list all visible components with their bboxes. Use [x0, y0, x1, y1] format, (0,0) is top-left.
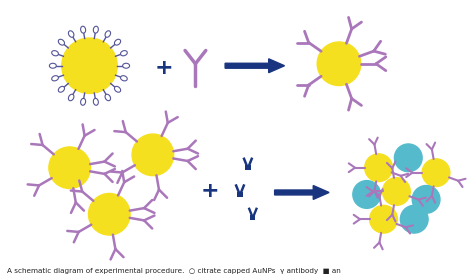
Ellipse shape: [120, 51, 127, 56]
Ellipse shape: [52, 76, 58, 81]
Circle shape: [49, 147, 91, 188]
Circle shape: [353, 181, 381, 208]
Ellipse shape: [81, 98, 86, 105]
Circle shape: [394, 144, 422, 172]
Circle shape: [317, 42, 361, 86]
Circle shape: [412, 186, 440, 213]
Ellipse shape: [114, 39, 121, 45]
Ellipse shape: [105, 94, 110, 101]
Circle shape: [132, 134, 173, 176]
Circle shape: [89, 193, 130, 235]
FancyBboxPatch shape: [250, 215, 255, 220]
FancyArrow shape: [225, 59, 284, 73]
Circle shape: [365, 154, 392, 182]
Circle shape: [422, 159, 450, 186]
FancyBboxPatch shape: [237, 192, 243, 197]
Ellipse shape: [58, 86, 64, 92]
Ellipse shape: [68, 94, 74, 101]
Ellipse shape: [114, 86, 121, 92]
Text: +: +: [155, 58, 173, 78]
Ellipse shape: [123, 63, 129, 68]
Ellipse shape: [93, 98, 98, 105]
Ellipse shape: [68, 31, 74, 37]
Circle shape: [401, 205, 428, 233]
FancyBboxPatch shape: [245, 165, 251, 171]
Circle shape: [62, 38, 117, 94]
Ellipse shape: [93, 26, 98, 33]
Circle shape: [383, 178, 410, 205]
Text: +: +: [201, 181, 219, 202]
FancyArrow shape: [274, 186, 329, 199]
Ellipse shape: [105, 31, 110, 37]
Ellipse shape: [49, 63, 56, 68]
Ellipse shape: [58, 39, 64, 45]
Ellipse shape: [120, 76, 127, 81]
Ellipse shape: [81, 26, 86, 33]
Text: A schematic diagram of experimental procedure.  ○ citrate capped AuNPs  γ antibo: A schematic diagram of experimental proc…: [7, 268, 341, 274]
Circle shape: [370, 205, 397, 233]
Ellipse shape: [52, 51, 58, 56]
